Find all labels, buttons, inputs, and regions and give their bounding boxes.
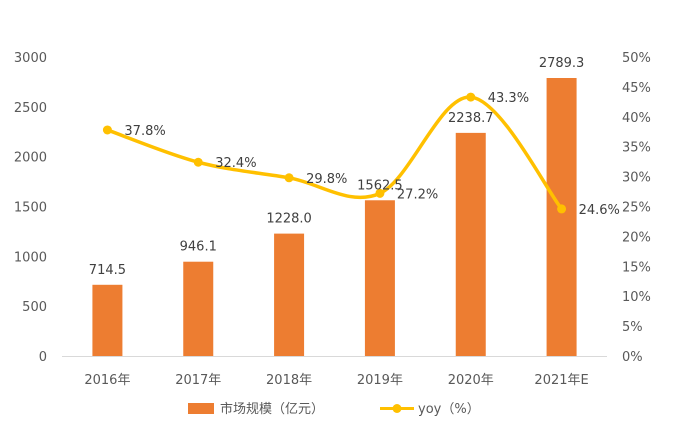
yoy-marker xyxy=(193,157,203,167)
line-layer xyxy=(102,92,567,214)
category-label: 2017年 xyxy=(175,373,221,388)
yoy-marker xyxy=(375,188,385,198)
right-axis-tick-label: 20% xyxy=(622,230,651,245)
bar xyxy=(92,284,123,356)
yoy-data-label: 24.6% xyxy=(579,203,620,218)
left-axis-tick-label: 1000 xyxy=(14,250,47,265)
yoy-marker xyxy=(557,204,567,214)
left-axis-tick-label: 0 xyxy=(39,350,47,365)
bar xyxy=(183,261,214,356)
legend-bar-label: 市场规模（亿元） xyxy=(220,401,324,417)
legend: 市场规模（亿元） yoy（%） xyxy=(188,401,480,417)
bar-data-label: 946.1 xyxy=(180,240,217,255)
bar-data-label: 2789.3 xyxy=(539,56,585,71)
yoy-data-label: 27.2% xyxy=(397,187,438,202)
category-label: 2020年 xyxy=(448,373,494,388)
axes-layer: 0 500 1000 1500 2000 2500 3000 0% 5% 10% 15% 20% 25%… xyxy=(14,51,651,388)
left-axis-tick-label: 3000 xyxy=(14,51,47,66)
legend-bar-swatch xyxy=(188,403,214,414)
labels-layer: 714.5 946.1 1228.0 1562.5 2238.7 2789.3 37.8% 3… xyxy=(89,56,620,278)
right-axis-tick-label: 30% xyxy=(622,171,651,186)
left-axis-tick-label: 2000 xyxy=(14,151,47,166)
right-axis-tick-label: 5% xyxy=(622,320,643,335)
left-axis-tick-label: 1500 xyxy=(14,201,47,216)
yoy-data-label: 29.8% xyxy=(306,172,347,187)
yoy-data-label: 37.8% xyxy=(124,124,165,139)
bar-data-label: 2238.7 xyxy=(448,111,494,126)
bar-data-label: 714.5 xyxy=(89,263,126,278)
bar xyxy=(455,132,486,356)
right-axis-tick-label: 35% xyxy=(622,141,651,156)
right-axis-tick-label: 25% xyxy=(622,201,651,216)
right-axis-tick-label: 15% xyxy=(622,260,651,275)
bar xyxy=(364,200,395,356)
right-axis-tick-label: 0% xyxy=(622,350,643,365)
right-axis-tick-label: 45% xyxy=(622,81,651,96)
yoy-marker xyxy=(102,125,112,135)
bar xyxy=(546,77,577,357)
right-axis-tick-label: 10% xyxy=(622,290,651,305)
category-label: 2018年 xyxy=(266,373,312,388)
bar xyxy=(274,233,305,356)
yoy-data-label: 43.3% xyxy=(488,91,529,106)
legend-line-marker xyxy=(392,404,402,413)
right-axis-tick-label: 50% xyxy=(622,51,651,66)
legend-line-label: yoy（%） xyxy=(418,402,480,417)
left-axis-tick-label: 2500 xyxy=(14,101,47,116)
yoy-marker xyxy=(466,92,476,102)
category-label: 2016年 xyxy=(84,373,130,388)
yoy-marker xyxy=(284,173,294,183)
category-label: 2019年 xyxy=(357,373,403,388)
bar-data-label: 1228.0 xyxy=(266,212,312,227)
category-label: 2021年E xyxy=(534,373,588,388)
left-axis-tick-label: 500 xyxy=(22,300,47,315)
bars-layer xyxy=(92,77,577,357)
right-axis-tick-label: 40% xyxy=(622,111,651,126)
yoy-data-label: 32.4% xyxy=(215,156,256,171)
bar-data-label: 1562.5 xyxy=(357,178,403,193)
